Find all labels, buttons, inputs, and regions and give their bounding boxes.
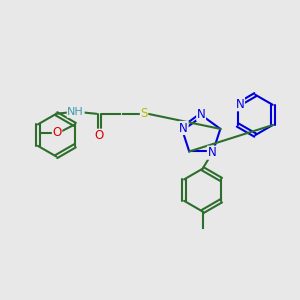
Text: N: N xyxy=(236,98,244,111)
Text: N: N xyxy=(197,107,206,121)
Text: N: N xyxy=(207,146,216,159)
Text: S: S xyxy=(140,107,148,120)
Text: N: N xyxy=(179,122,188,134)
Text: O: O xyxy=(95,129,104,142)
Text: O: O xyxy=(52,126,62,139)
Text: NH: NH xyxy=(67,107,84,117)
